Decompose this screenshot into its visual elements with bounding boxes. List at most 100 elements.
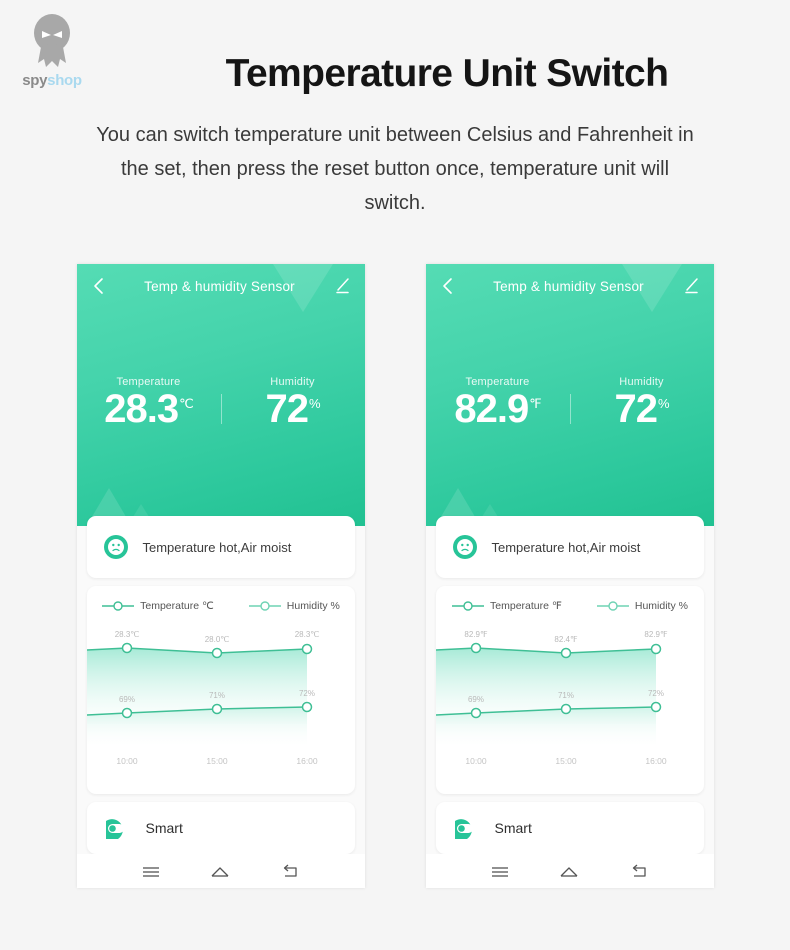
legend-item-humidity: Humidity %: [596, 600, 688, 612]
page-title: Temperature Unit Switch: [225, 52, 669, 95]
temperature-unit: ℉: [529, 395, 541, 411]
chart-legend: Temperature ℉ Humidity %: [436, 600, 704, 612]
brand-word-first: spy: [22, 71, 48, 89]
point-label-temp-0: 82.9℉: [464, 630, 488, 639]
back-arrow-icon[interactable]: [629, 863, 649, 880]
temperature-label: Temperature: [116, 376, 181, 388]
android-navbar: [76, 854, 365, 888]
brand-logo: spyshop: [0, 0, 104, 100]
topbar-title: Temp & humidity Sensor: [493, 278, 644, 294]
menu-icon[interactable]: [141, 863, 161, 880]
temperature-value: 82.9: [454, 387, 529, 431]
x-tick-0: 10:00: [465, 756, 487, 766]
home-icon[interactable]: [210, 863, 230, 880]
temperature-value-wrap: 28.3℃: [104, 387, 194, 431]
chart-plot-fahrenheit: 82.9℉ 82.4℉ 82.9℉ 69% 71% 72% 10:00 15:0…: [435, 630, 668, 766]
chevron-left-icon[interactable]: [91, 276, 107, 296]
status-card[interactable]: Temperature hot,Air moist: [435, 516, 704, 578]
topbar-title: Temp & humidity Sensor: [144, 278, 295, 294]
humidity-reading: Humidity 72%: [570, 376, 714, 429]
legend-line-marker-icon: [452, 601, 485, 611]
chart-plot-celsius: 28.3℃ 28.0℃ 28.3℃ 69% 71% 72% 10:00 15:0…: [86, 630, 319, 766]
home-icon[interactable]: [559, 863, 579, 880]
humidity-label: Humidity: [619, 376, 664, 388]
hero-panel-celsius: Temp & humidity Sensor Temperature 28.3℃…: [76, 264, 365, 526]
legend-label-humidity: Humidity %: [286, 600, 340, 612]
point-label-temp-1: 82.4℉: [554, 635, 578, 644]
humidity-reading: Humidity 72%: [221, 376, 365, 429]
point-label-temp-2: 28.3℃: [294, 630, 319, 639]
legend-line-marker-icon: [102, 601, 135, 611]
readings-fahrenheit: Temperature 82.9℉ Humidity 72%: [426, 308, 714, 429]
history-chart-card[interactable]: Temperature ℃ Humidity %: [86, 586, 355, 794]
humidity-value: 72: [265, 387, 308, 431]
temperature-value-wrap: 82.9℉: [454, 387, 541, 431]
x-tick-0: 10:00: [116, 756, 138, 766]
point-label-hum-0: 69%: [118, 695, 134, 704]
fahrenheit-phone-mockup: Temp & humidity Sensor Temperature 82.9℉…: [425, 264, 714, 888]
readings-celsius: Temperature 28.3℃ Humidity 72%: [77, 308, 365, 429]
legend-label-humidity: Humidity %: [634, 600, 688, 612]
point-label-hum-2: 72%: [647, 689, 663, 698]
phone-comparison: Temp & humidity Sensor Temperature 28.3℃…: [0, 264, 790, 888]
sad-face-icon: [103, 535, 128, 559]
status-text: Temperature hot,Air moist: [142, 539, 292, 555]
humidity-value-wrap: 72%: [614, 387, 669, 431]
humidity-label: Humidity: [270, 376, 315, 388]
decor-triangle-down-icon: [272, 264, 333, 312]
legend-item-humidity: Humidity %: [248, 600, 340, 612]
menu-icon[interactable]: [490, 863, 510, 880]
celsius-phone-mockup: Temp & humidity Sensor Temperature 28.3℃…: [76, 264, 365, 888]
legend-item-temperature: Temperature ℃: [101, 600, 214, 612]
x-tick-2: 16:00: [296, 756, 318, 766]
humidity-value: 72: [614, 387, 657, 431]
android-navbar: [425, 854, 714, 888]
page-description: You can switch temperature unit between …: [96, 124, 694, 214]
temperature-label: Temperature: [465, 376, 530, 388]
readings-divider: [569, 394, 571, 424]
humidity-value-wrap: 72%: [265, 387, 321, 431]
point-label-hum-1: 71%: [557, 691, 573, 700]
legend-line-marker-icon: [248, 601, 281, 611]
back-arrow-icon[interactable]: [280, 863, 300, 880]
legend-label-temperature: Temperature ℉: [490, 600, 562, 612]
legend-line-marker-icon: [596, 601, 629, 611]
readings-divider: [220, 394, 222, 424]
smart-card[interactable]: Smart: [435, 802, 704, 854]
smart-toggle-icon[interactable]: [103, 815, 133, 841]
smart-card[interactable]: Smart: [86, 802, 355, 854]
temperature-reading: Temperature 82.9℉: [426, 376, 570, 429]
temperature-value: 28.3: [104, 387, 179, 431]
brand-wordmark: spyshop: [22, 73, 82, 88]
point-label-temp-0: 28.3℃: [114, 630, 139, 639]
smart-toggle-icon[interactable]: [452, 815, 482, 841]
smart-label: Smart: [145, 820, 183, 836]
brand-word-second: shop: [47, 71, 82, 89]
point-label-temp-2: 82.9℉: [644, 630, 668, 639]
point-label-hum-0: 69%: [467, 695, 483, 704]
temperature-reading: Temperature 28.3℃: [77, 376, 221, 429]
legend-item-temperature: Temperature ℉: [451, 600, 562, 612]
point-label-hum-2: 72%: [298, 689, 314, 698]
smart-label: Smart: [494, 820, 532, 836]
hero-panel-fahrenheit: Temp & humidity Sensor Temperature 82.9℉…: [425, 264, 714, 526]
chevron-left-icon[interactable]: [440, 276, 456, 296]
x-tick-1: 15:00: [206, 756, 228, 766]
history-chart-card[interactable]: Temperature ℉ Humidity %: [435, 586, 704, 794]
spy-ninja-logo-icon: [34, 13, 70, 67]
x-tick-1: 15:00: [555, 756, 577, 766]
topbar-celsius: Temp & humidity Sensor: [77, 264, 365, 308]
status-text: Temperature hot,Air moist: [491, 539, 641, 555]
sad-face-icon: [452, 535, 477, 559]
pencil-edit-icon[interactable]: [682, 277, 700, 295]
point-label-hum-1: 71%: [208, 691, 224, 700]
status-card[interactable]: Temperature hot,Air moist: [86, 516, 355, 578]
decor-triangle-down-icon: [621, 264, 682, 312]
point-label-temp-1: 28.0℃: [204, 635, 229, 644]
x-tick-2: 16:00: [645, 756, 667, 766]
topbar-fahrenheit: Temp & humidity Sensor: [426, 264, 714, 308]
humidity-unit: %: [308, 395, 321, 411]
chart-legend: Temperature ℃ Humidity %: [87, 600, 355, 612]
temperature-unit: ℃: [179, 395, 194, 411]
pencil-edit-icon[interactable]: [333, 277, 351, 295]
